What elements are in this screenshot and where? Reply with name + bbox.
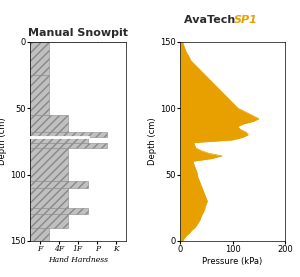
Y-axis label: Depth (cm): Depth (cm): [0, 117, 7, 165]
Bar: [30, 228, 49, 241]
Bar: [30, 214, 68, 228]
X-axis label: Hand Hardness: Hand Hardness: [48, 256, 108, 264]
Text: AvaTech: AvaTech: [184, 15, 240, 25]
Bar: [30, 143, 107, 148]
Bar: [30, 42, 49, 75]
Bar: [30, 75, 49, 115]
Bar: [30, 188, 68, 208]
Bar: [30, 181, 88, 188]
Bar: [30, 137, 88, 143]
Title: Manual Snowpit: Manual Snowpit: [28, 28, 128, 38]
Y-axis label: Depth (cm): Depth (cm): [148, 117, 157, 165]
Text: SP1: SP1: [234, 15, 258, 25]
Bar: [30, 115, 68, 132]
Bar: [30, 132, 107, 137]
X-axis label: Pressure (kPa): Pressure (kPa): [202, 257, 262, 266]
Bar: [30, 148, 68, 181]
Bar: [30, 208, 88, 214]
